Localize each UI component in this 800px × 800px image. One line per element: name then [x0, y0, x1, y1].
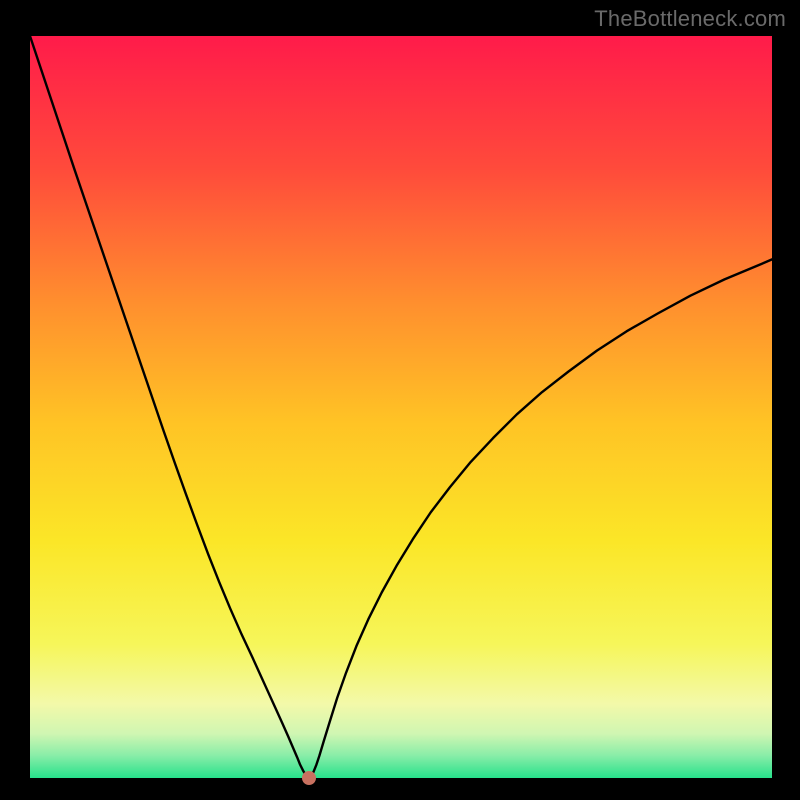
chart-plot-area: [30, 36, 772, 778]
bottleneck-curve: [30, 36, 772, 778]
minimum-marker-dot: [302, 771, 316, 785]
watermark-text: TheBottleneck.com: [594, 6, 786, 32]
chart-curve-layer: [30, 36, 772, 778]
